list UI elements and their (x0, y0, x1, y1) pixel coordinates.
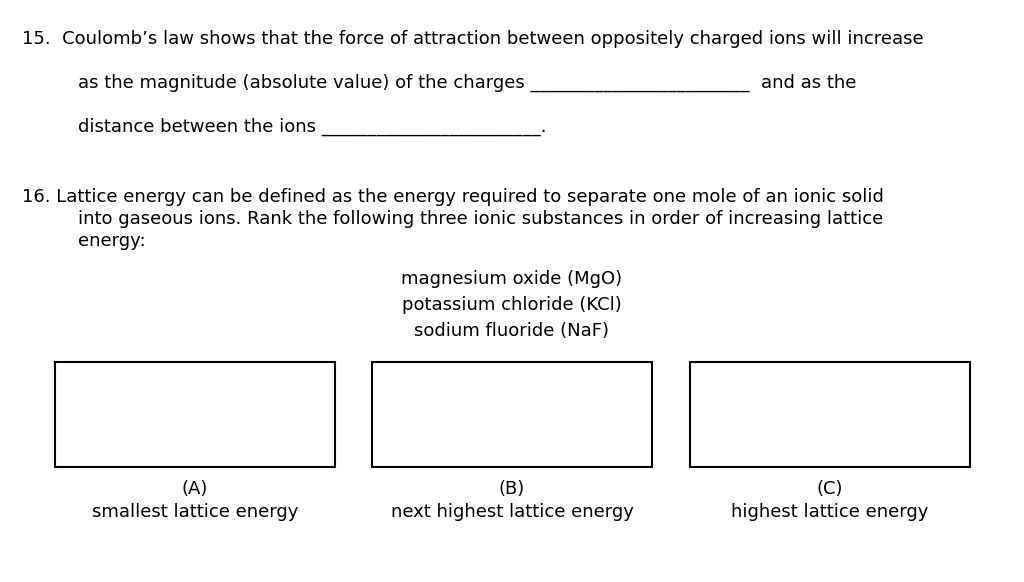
Bar (55, 362, 335, 467)
Text: potassium chloride (KCl): potassium chloride (KCl) (402, 296, 622, 314)
Text: into gaseous ions. Rank the following three ionic substances in order of increas: into gaseous ions. Rank the following th… (78, 210, 884, 228)
Text: 15.  Coulomb’s law shows that the force of attraction between oppositely charged: 15. Coulomb’s law shows that the force o… (22, 30, 924, 48)
Text: (A): (A) (182, 480, 208, 498)
Text: smallest lattice energy: smallest lattice energy (92, 503, 298, 521)
Text: (C): (C) (817, 480, 843, 498)
Text: next highest lattice energy: next highest lattice energy (390, 503, 634, 521)
Text: sodium fluoride (NaF): sodium fluoride (NaF) (415, 322, 609, 340)
Text: 16. Lattice energy can be defined as the energy required to separate one mole of: 16. Lattice energy can be defined as the… (22, 188, 884, 206)
Bar (372, 362, 652, 467)
Bar (690, 362, 970, 467)
Text: magnesium oxide (MgO): magnesium oxide (MgO) (401, 270, 623, 288)
Text: as the magnitude (absolute value) of the charges ________________________  and a: as the magnitude (absolute value) of the… (78, 74, 856, 93)
Text: energy:: energy: (78, 232, 145, 250)
Text: (B): (B) (499, 480, 525, 498)
Text: distance between the ions ________________________.: distance between the ions ______________… (78, 118, 547, 136)
Text: highest lattice energy: highest lattice energy (731, 503, 929, 521)
